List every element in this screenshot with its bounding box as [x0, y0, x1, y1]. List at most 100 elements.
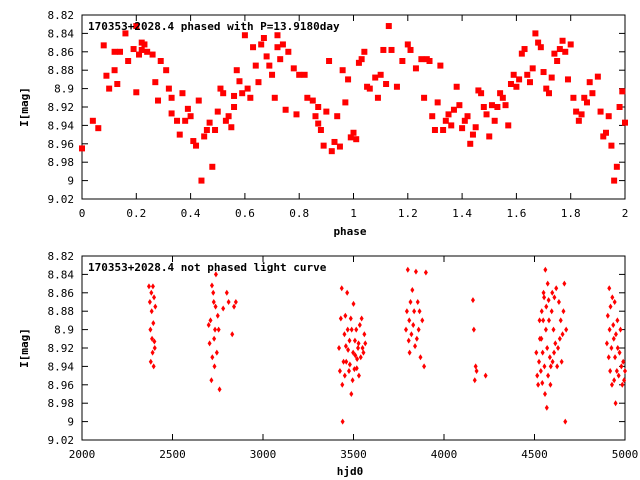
data-point [125, 58, 132, 64]
y-tick-label: 8.94 [48, 119, 75, 132]
data-point [228, 124, 235, 131]
data-point [613, 163, 620, 170]
data-point [337, 368, 342, 374]
data-point [535, 39, 542, 46]
data-point [220, 90, 227, 97]
y-tick-label: 8.82 [48, 9, 75, 22]
data-point [232, 303, 237, 310]
data-point [79, 145, 85, 152]
data-point [355, 356, 360, 363]
data-point [230, 331, 235, 338]
data-point [347, 361, 352, 368]
x-tick-label: 4000 [431, 448, 458, 461]
data-point [442, 117, 449, 124]
data-point [201, 133, 208, 140]
data-point [293, 111, 300, 118]
data-point [551, 50, 558, 57]
data-point [556, 345, 561, 351]
data-point [209, 163, 216, 170]
data-point [355, 59, 362, 66]
data-point [456, 102, 463, 109]
data-point [206, 322, 211, 328]
data-point [328, 148, 335, 155]
data-point [516, 76, 523, 83]
data-point [103, 72, 110, 79]
data-point [620, 381, 625, 388]
y-tick-label: 8.9 [54, 324, 74, 337]
data-point [586, 79, 593, 86]
data-point [95, 125, 102, 132]
data-point [323, 108, 330, 115]
phased-plot-title: 170353+2028.4 phased with P=13.9180day [88, 20, 340, 33]
data-point [213, 271, 218, 278]
y-tick-label: 8.98 [48, 397, 75, 410]
data-point [537, 317, 542, 324]
data-point [345, 326, 350, 333]
data-point [339, 285, 344, 292]
y-tick-label: 9.02 [48, 193, 75, 206]
data-point [148, 326, 153, 333]
data-point [474, 368, 479, 374]
data-point [340, 418, 345, 425]
data-point [216, 326, 221, 333]
data-point [613, 354, 618, 361]
data-point [138, 46, 145, 53]
data-point [545, 90, 552, 97]
data-point [152, 345, 157, 351]
data-point [342, 99, 349, 106]
unphased-plot: 8.82 8.84 8.86 8.88 8.9 8.92 8.94 8.96 8.98 9 9.02… [18, 250, 638, 478]
data-point [198, 177, 205, 184]
data-point [554, 285, 559, 292]
data-point [407, 317, 412, 324]
data-point [570, 94, 577, 101]
data-point [499, 94, 506, 101]
data-point [505, 122, 512, 129]
data-point [467, 140, 474, 147]
y-tick-label: 9 [67, 416, 74, 429]
phased-y-axis-label: I[mag] [18, 87, 31, 127]
data-point [611, 177, 618, 184]
data-point [361, 349, 366, 356]
data-point [340, 381, 345, 388]
x-tick-label: 1.6 [506, 207, 526, 220]
data-point [562, 48, 569, 55]
data-point [334, 113, 341, 120]
data-point [263, 53, 270, 60]
data-point [224, 289, 229, 296]
data-point [148, 358, 153, 365]
data-point [165, 85, 172, 92]
data-point [233, 299, 238, 305]
data-point [152, 294, 157, 301]
data-point [542, 391, 547, 397]
data-point [488, 102, 495, 109]
data-point [362, 331, 367, 338]
data-point [539, 335, 544, 342]
data-point [440, 127, 447, 133]
x-tick-label: 1.8 [561, 207, 581, 220]
data-point [619, 363, 624, 370]
data-point [372, 74, 379, 81]
data-point [345, 76, 352, 83]
data-point [622, 377, 627, 384]
data-point [150, 335, 155, 342]
data-point [141, 41, 148, 48]
data-point [342, 331, 347, 338]
data-point [614, 368, 619, 374]
y-tick-label: 8.9 [54, 83, 74, 96]
data-point [618, 326, 623, 333]
data-point [429, 113, 436, 120]
data-point [445, 111, 452, 118]
data-point [544, 303, 549, 310]
data-point [604, 340, 609, 347]
data-point [341, 358, 346, 365]
data-point [540, 69, 547, 76]
data-point [380, 46, 387, 53]
data-point [269, 71, 276, 78]
data-point [426, 58, 433, 64]
data-point [548, 74, 555, 81]
data-point [403, 326, 408, 333]
data-point [206, 119, 213, 126]
data-point [541, 317, 546, 324]
data-point [231, 104, 238, 110]
phased-x-axis-label: phase [333, 225, 366, 238]
